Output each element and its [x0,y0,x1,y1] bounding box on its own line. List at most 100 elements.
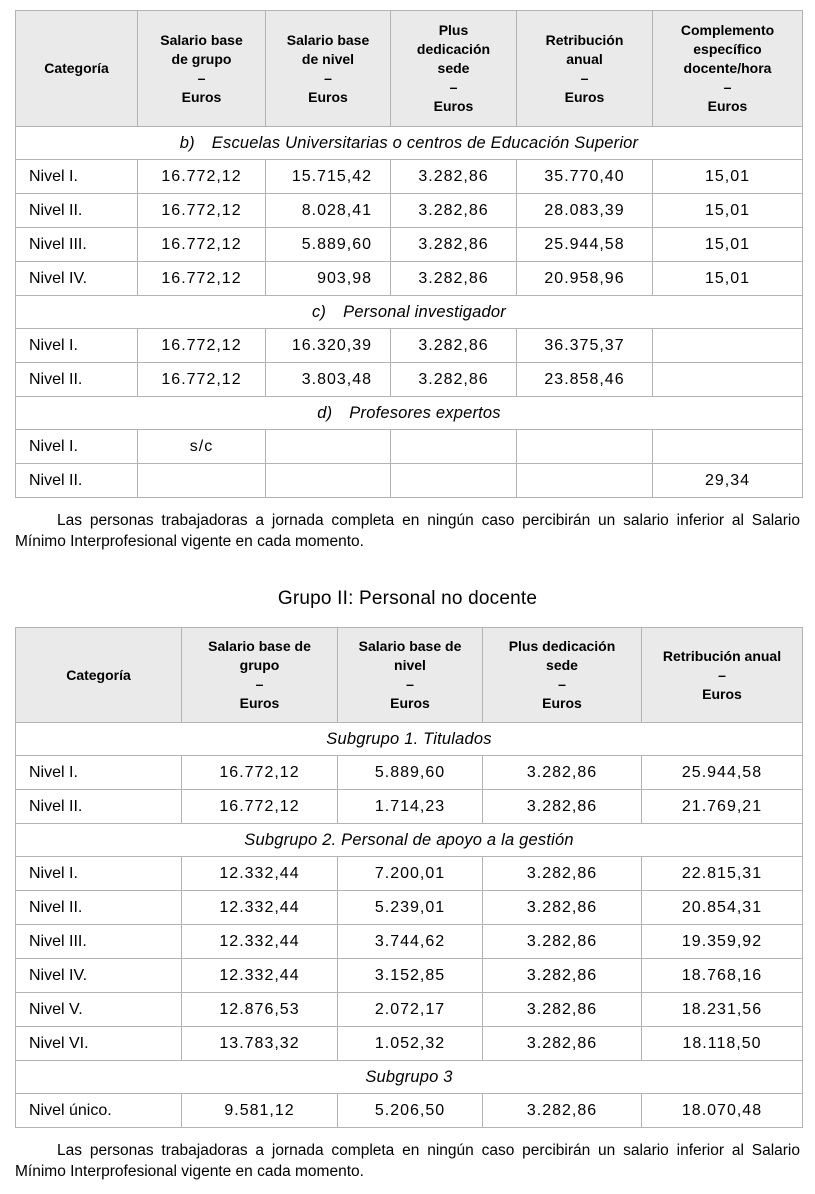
cell-plus-sede [390,429,517,464]
section-row-d: d) Profesores expertos [15,396,803,430]
cell-plus-sede: 3.282,86 [482,789,642,824]
level-row: Nivel único. 9.581,12 5.206,50 3.282,86 … [15,1093,803,1128]
cell-plus-sede: 3.282,86 [482,992,642,1027]
cell-salario-grupo: 16.772,12 [137,261,266,296]
cell-retribucion: 25.944,58 [641,755,803,790]
section-letter: d) [317,403,333,422]
cell-salario-nivel: 5.889,60 [265,227,391,262]
group2-title: Grupo II: Personal no docente [277,588,538,609]
cell-categoria: Nivel I. [15,429,138,464]
cell-salario-grupo: 13.783,32 [181,1026,338,1061]
cell-plus-sede: 3.282,86 [482,924,642,959]
cell-categoria: Nivel I. [15,328,138,363]
cell-salario-nivel: 15.715,42 [265,159,391,194]
level-row: Nivel III. 16.772,12 5.889,60 3.282,86 2… [15,227,803,262]
cell-complemento [652,328,803,363]
cell-retribucion: 20.958,96 [516,261,653,296]
cell-retribucion: 35.770,40 [516,159,653,194]
cell-salario-grupo: 12.332,44 [181,890,338,925]
cell-retribucion: 22.815,31 [641,856,803,891]
cell-categoria: Nivel I. [15,856,182,891]
cell-categoria: Nivel VI. [15,1026,182,1061]
cell-salario-grupo: 16.772,12 [137,328,266,363]
level-row: Nivel I. 16.772,12 5.889,60 3.282,86 25.… [15,755,803,790]
cell-categoria: Nivel II. [15,362,138,397]
cell-salario-nivel: 1.714,23 [337,789,483,824]
cell-plus-sede: 3.282,86 [482,755,642,790]
section-row-subgrupo3: Subgrupo 3 [15,1060,803,1094]
cell-salario-grupo: 16.772,12 [137,159,266,194]
document-page: Categoría Salario base de grupo – Euros … [0,10,815,1194]
cell-salario-grupo: 12.332,44 [181,856,338,891]
cell-salario-nivel: 7.200,01 [337,856,483,891]
cell-plus-sede: 3.282,86 [482,890,642,925]
smi-note: Las personas trabajadoras a jornada comp… [15,1142,800,1180]
cell-categoria: Nivel II. [15,890,182,925]
cell-salario-nivel: 3.803,48 [265,362,391,397]
cell-plus-sede: 3.282,86 [482,1026,642,1061]
section-title: Subgrupo 1. Titulados [326,729,492,748]
cell-categoria: Nivel IV. [15,958,182,993]
cell-plus-sede: 3.282,86 [390,193,517,228]
header-row: Categoría Salario base de grupo – Euros … [15,10,803,127]
cell-complemento: 15,01 [652,261,803,296]
cell-plus-sede: 3.282,86 [390,362,517,397]
column-header-salario-nivel: Salario base de nivel – Euros [337,627,483,723]
level-row: Nivel IV. 16.772,12 903,98 3.282,86 20.9… [15,261,803,296]
header-row: Categoría Salario base de grupo – Euros … [15,627,803,723]
cell-salario-grupo: 16.772,12 [137,227,266,262]
cell-retribucion: 18.118,50 [641,1026,803,1061]
cell-retribucion: 21.769,21 [641,789,803,824]
section-row-b: b) Escuelas Universitarias o centros de E… [15,126,803,160]
column-header-categoria: Categoría [15,627,182,723]
cell-retribucion: 18.070,48 [641,1093,803,1128]
cell-categoria: Nivel III. [15,924,182,959]
cell-salario-grupo: 12.332,44 [181,924,338,959]
section-cell: c) Personal investigador [15,295,803,329]
section-title: Subgrupo 3 [365,1067,453,1086]
cell-salario-nivel: 5.889,60 [337,755,483,790]
column-header-salario-grupo: Salario base de grupo – Euros [137,10,266,127]
cell-salario-grupo: s/c [137,429,266,464]
smi-note: Las personas trabajadoras a jornada comp… [15,512,800,550]
column-header-complemento: Complemento específico docente/hora – Eu… [652,10,803,127]
section-cell: b) Escuelas Universitarias o centros de E… [15,126,803,160]
cell-retribucion: 18.231,56 [641,992,803,1027]
cell-salario-nivel: 8.028,41 [265,193,391,228]
cell-salario-nivel: 903,98 [265,261,391,296]
cell-salario-grupo: 16.772,12 [137,193,266,228]
level-row: Nivel II. 29,34 [15,463,803,498]
salary-table-grupo1: Categoría Salario base de grupo – Euros … [15,10,803,498]
cell-plus-sede: 3.282,86 [482,1093,642,1128]
cell-plus-sede: 3.282,86 [390,159,517,194]
level-row: Nivel IV. 12.332,44 3.152,85 3.282,86 18… [15,958,803,993]
cell-retribucion: 18.768,16 [641,958,803,993]
cell-complemento: 29,34 [652,463,803,498]
level-row: Nivel I. 16.772,12 15.715,42 3.282,86 35… [15,159,803,194]
cell-complemento: 15,01 [652,227,803,262]
cell-salario-nivel: 3.744,62 [337,924,483,959]
level-row: Nivel III. 12.332,44 3.744,62 3.282,86 1… [15,924,803,959]
cell-salario-nivel: 5.239,01 [337,890,483,925]
level-row: Nivel II. 12.332,44 5.239,01 3.282,86 20… [15,890,803,925]
column-header-categoria: Categoría [15,10,138,127]
cell-plus-sede: 3.282,86 [482,958,642,993]
section-cell: Subgrupo 3 [15,1060,803,1094]
cell-retribucion: 20.854,31 [641,890,803,925]
cell-salario-grupo: 12.876,53 [181,992,338,1027]
cell-categoria: Nivel III. [15,227,138,262]
section-letter: b) [179,133,195,152]
cell-retribucion [516,429,653,464]
cell-plus-sede: 3.282,86 [390,227,517,262]
level-row: Nivel VI. 13.783,32 1.052,32 3.282,86 18… [15,1026,803,1061]
cell-complemento: 15,01 [652,193,803,228]
level-row: Nivel II. 16.772,12 8.028,41 3.282,86 28… [15,193,803,228]
cell-categoria: Nivel II. [15,789,182,824]
cell-complemento [652,362,803,397]
cell-plus-sede: 3.282,86 [390,261,517,296]
cell-salario-grupo [137,463,266,498]
level-row: Nivel V. 12.876,53 2.072,17 3.282,86 18.… [15,992,803,1027]
cell-salario-nivel: 3.152,85 [337,958,483,993]
cell-categoria: Nivel único. [15,1093,182,1128]
column-header-salario-grupo: Salario base de grupo – Euros [181,627,338,723]
